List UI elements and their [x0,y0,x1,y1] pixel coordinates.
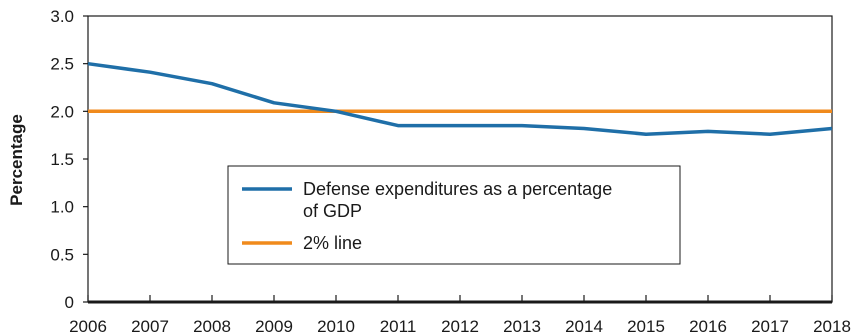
legend-label: Defense expenditures as a percentage [303,179,612,199]
series-line-defense-expenditures [87,61,833,136]
y-axis-label: Percentage [7,114,26,206]
x-tick-label: 2011 [380,317,417,336]
series-lines [87,61,833,136]
x-tick-label: 2014 [565,317,603,336]
y-axis-ticks: 0 0.5 1.0 1.5 2.0 2.5 3.0 [50,7,88,312]
y-tick-label: 2.5 [50,55,74,74]
x-tick-label: 2015 [627,317,665,336]
x-tick-label: 2017 [751,317,789,336]
y-tick-label: 0 [65,293,74,312]
x-tick-label: 2018 [813,317,851,336]
x-tick-label: 2007 [131,317,169,336]
x-tick-label: 2006 [69,317,107,336]
y-tick-label: 1.5 [50,150,74,169]
y-tick-label: 2.0 [50,102,74,121]
x-tick-label: 2009 [255,317,293,336]
legend-label: of GDP [303,201,362,221]
x-tick-label: 2012 [441,317,479,336]
y-tick-label: 0.5 [50,245,74,264]
x-axis-ticks: 2006 2007 2008 2009 2010 2011 2012 2013 2014 2015… [69,295,851,336]
legend-label: 2% line [303,233,362,253]
x-tick-label: 2013 [503,317,541,336]
x-tick-label: 2016 [689,317,727,336]
y-tick-label: 3.0 [50,7,74,26]
x-tick-label: 2008 [193,317,231,336]
legend-box [227,165,681,265]
y-tick-label: 1.0 [50,198,74,217]
x-tick-label: 2010 [317,317,355,336]
